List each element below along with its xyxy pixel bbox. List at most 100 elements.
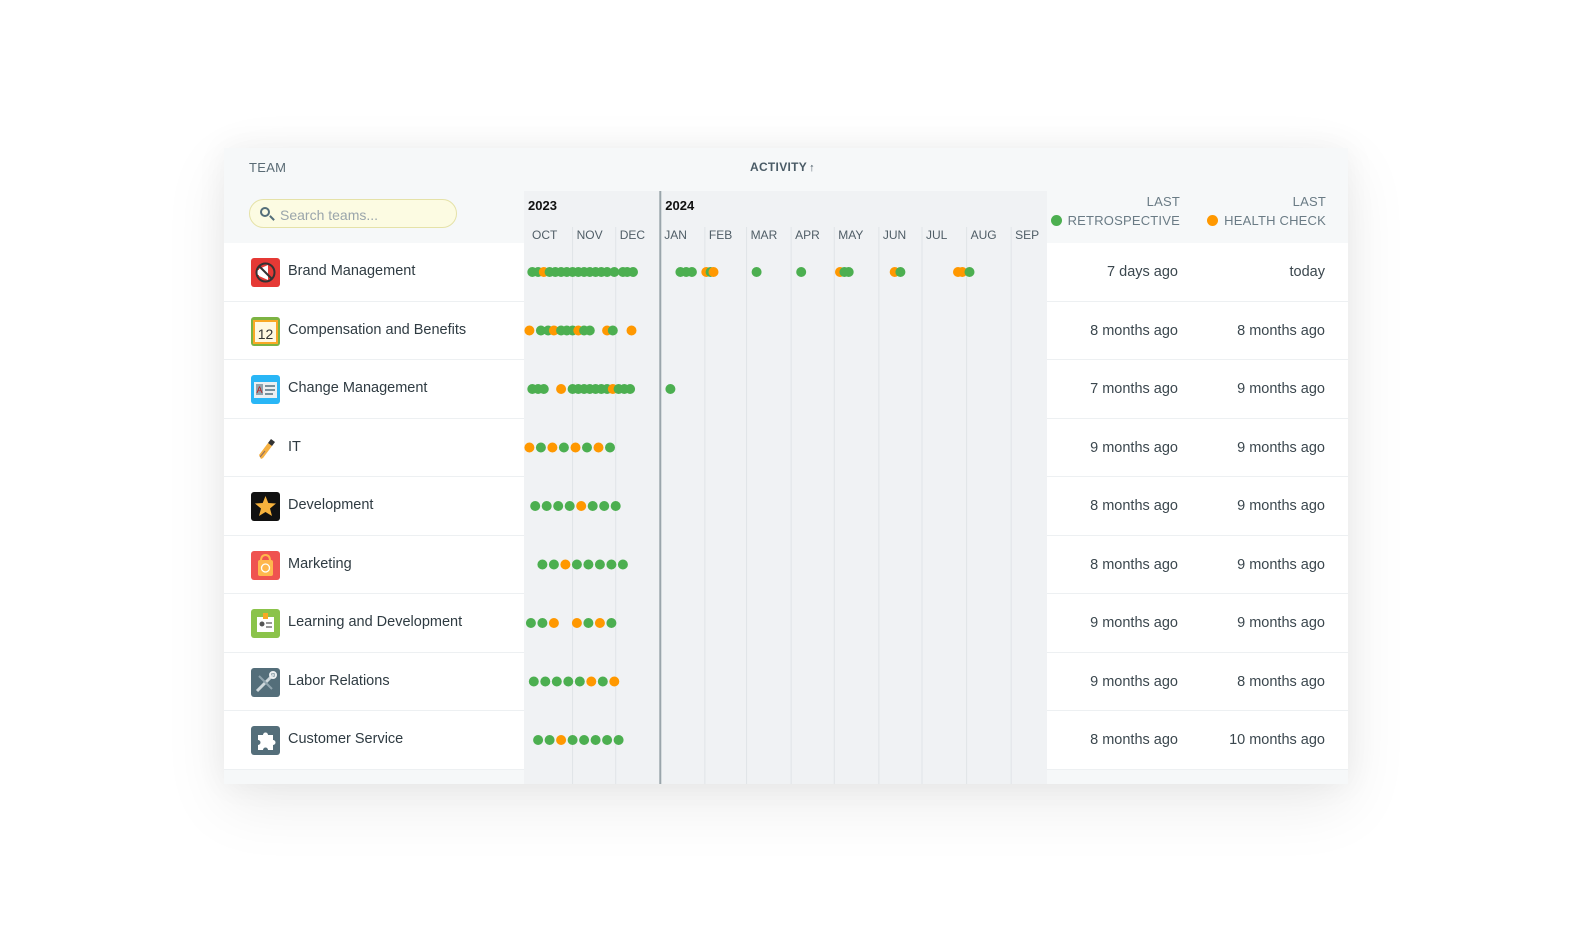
legend-health-check[interactable]: LAST HEALTH CHECK bbox=[1207, 192, 1326, 230]
retrospective-dot bbox=[553, 501, 564, 511]
month-label: JUL bbox=[926, 228, 948, 242]
team-row[interactable]: Learning and Development 9 months ago 9 mo… bbox=[224, 594, 1348, 653]
retrospective-dot bbox=[613, 735, 624, 745]
health-check-dot bbox=[560, 559, 571, 570]
month-label: OCT bbox=[532, 228, 558, 242]
health-check-dot bbox=[594, 618, 605, 628]
health-check-dot bbox=[957, 267, 968, 277]
puzzle-icon bbox=[251, 726, 280, 755]
last-retrospective-value: 9 months ago bbox=[1090, 439, 1178, 456]
retrospective-dot bbox=[537, 618, 548, 628]
health-check-dot bbox=[609, 676, 620, 687]
activity-column-header[interactable]: ACTIVITY ↑ bbox=[750, 160, 815, 174]
retrospective-dot bbox=[605, 442, 615, 453]
last-retrospective-value: 7 months ago bbox=[1090, 381, 1178, 397]
last-retrospective-value: 8 months ago bbox=[1090, 498, 1178, 514]
calendar-icon: 12 bbox=[251, 316, 280, 346]
retrospective-dot bbox=[537, 559, 548, 570]
team-name[interactable]: Labor Relations bbox=[288, 672, 390, 689]
month-label: JUN bbox=[883, 228, 906, 242]
retrospective-dot bbox=[584, 325, 595, 336]
health-check-dot bbox=[556, 735, 567, 745]
team-name[interactable]: Marketing bbox=[288, 555, 352, 572]
team-row[interactable]: Customer Service 8 months ago 10 months ag… bbox=[224, 711, 1348, 770]
retrospective-dot bbox=[606, 559, 617, 570]
team-name[interactable]: Brand Management bbox=[288, 263, 416, 279]
retrospective-dot bbox=[525, 618, 536, 628]
retrospective-dot bbox=[590, 735, 601, 745]
legend-retrospective[interactable]: LAST RETROSPECTIVE bbox=[1050, 192, 1180, 230]
stats-cell bbox=[1047, 594, 1348, 653]
last-retrospective-value: 8 months ago bbox=[1090, 322, 1178, 339]
year-label: 2024 bbox=[665, 198, 695, 213]
tools-icon bbox=[251, 667, 280, 697]
year-label: 2023 bbox=[528, 198, 557, 213]
team-name[interactable]: Learning and Development bbox=[288, 614, 463, 630]
team-row[interactable]: A Change Management 7 months ago 9 months a… bbox=[224, 360, 1348, 419]
health-check-dot bbox=[548, 325, 559, 336]
retrospective-dot bbox=[597, 676, 608, 687]
retrospective-dot bbox=[551, 676, 562, 687]
team-row[interactable]: 12 Compensation and Benefits 8 months ago 8… bbox=[224, 301, 1348, 360]
retrospective-dot bbox=[964, 267, 975, 277]
retrospective-dot bbox=[535, 442, 546, 453]
retrospective-dot bbox=[625, 384, 636, 394]
team-name[interactable]: Change Management bbox=[288, 380, 428, 396]
month-label: NOV bbox=[577, 228, 603, 242]
last-retrospective-value: 8 months ago bbox=[1090, 732, 1178, 748]
search-input[interactable] bbox=[278, 205, 452, 225]
id-card-icon: A bbox=[251, 375, 280, 404]
last-health-check-value: 9 months ago bbox=[1237, 439, 1325, 456]
team-row[interactable]: Marketing 8 months ago 9 months ago bbox=[224, 535, 1348, 594]
team-row[interactable]: IT 9 months ago 9 months ago bbox=[224, 418, 1348, 477]
retrospective-dot bbox=[751, 267, 762, 277]
search-box[interactable] bbox=[249, 199, 457, 228]
health-check-dot bbox=[556, 384, 567, 394]
retrospective-dot bbox=[602, 735, 613, 745]
shopping-bag-icon bbox=[251, 550, 280, 580]
month-label: FEB bbox=[709, 228, 732, 242]
stats-cell bbox=[1047, 360, 1348, 419]
retrospective-dot bbox=[541, 501, 552, 511]
retrospective-dot bbox=[602, 267, 613, 277]
last-health-check-value: 8 months ago bbox=[1237, 322, 1325, 339]
retrospective-dot bbox=[528, 676, 539, 687]
last-retrospective-value: 8 months ago bbox=[1090, 556, 1178, 573]
retrospective-dot bbox=[567, 735, 578, 745]
star-icon bbox=[251, 492, 280, 521]
team-name[interactable]: Customer Service bbox=[288, 731, 404, 747]
retrospective-dot bbox=[895, 267, 906, 277]
last-health-check-value: 8 months ago bbox=[1237, 673, 1325, 690]
retrospective-dot bbox=[533, 735, 544, 745]
month-label: MAR bbox=[751, 228, 778, 242]
last-health-check-value: 9 months ago bbox=[1237, 556, 1325, 573]
badge-icon bbox=[251, 609, 280, 638]
stats-cell bbox=[1047, 652, 1348, 711]
retrospective-dot bbox=[544, 735, 555, 745]
health-check-dot bbox=[708, 267, 719, 277]
team-cell bbox=[224, 418, 524, 477]
team-row[interactable]: Brand Management 7 days ago today bbox=[224, 243, 1348, 302]
team-row[interactable]: Development 8 months ago 9 months ago bbox=[224, 477, 1348, 536]
health-check-dot bbox=[576, 501, 587, 511]
arrow-up-icon: ↑ bbox=[809, 162, 815, 174]
health-check-dot-icon bbox=[1207, 215, 1219, 226]
month-label: JAN bbox=[664, 228, 687, 242]
stats-cell bbox=[1047, 535, 1348, 594]
health-check-dot bbox=[586, 676, 597, 687]
activity-timeline-chart: 2023 2024 OCT NOV DEC JAN FEB MAR APR MAY JUN JUL AU… bbox=[524, 191, 1039, 784]
team-name[interactable]: Development bbox=[288, 497, 374, 513]
team-row[interactable]: Labor Relations 9 months ago 8 months ago bbox=[224, 652, 1348, 711]
health-check-dot bbox=[593, 442, 604, 453]
team-name[interactable]: IT bbox=[288, 438, 301, 455]
last-health-check-value: 9 months ago bbox=[1237, 381, 1325, 397]
retrospective-dot bbox=[583, 618, 594, 628]
stats-cell bbox=[1047, 477, 1348, 536]
retrospective-dot bbox=[628, 267, 638, 277]
stats-cell bbox=[1047, 711, 1348, 770]
last-retrospective-value: 9 months ago bbox=[1090, 673, 1178, 690]
search-icon bbox=[260, 207, 270, 217]
retrospective-dot bbox=[599, 501, 610, 511]
team-name[interactable]: Compensation and Benefits bbox=[288, 321, 467, 338]
retrospective-dot bbox=[843, 267, 854, 277]
